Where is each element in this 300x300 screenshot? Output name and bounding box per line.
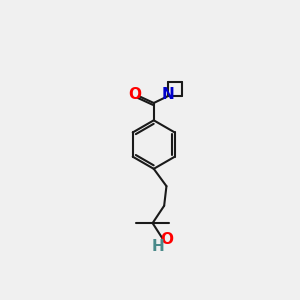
Text: O: O (128, 87, 141, 102)
Text: H: H (152, 239, 165, 254)
Text: N: N (162, 87, 174, 102)
Text: O: O (160, 232, 174, 247)
